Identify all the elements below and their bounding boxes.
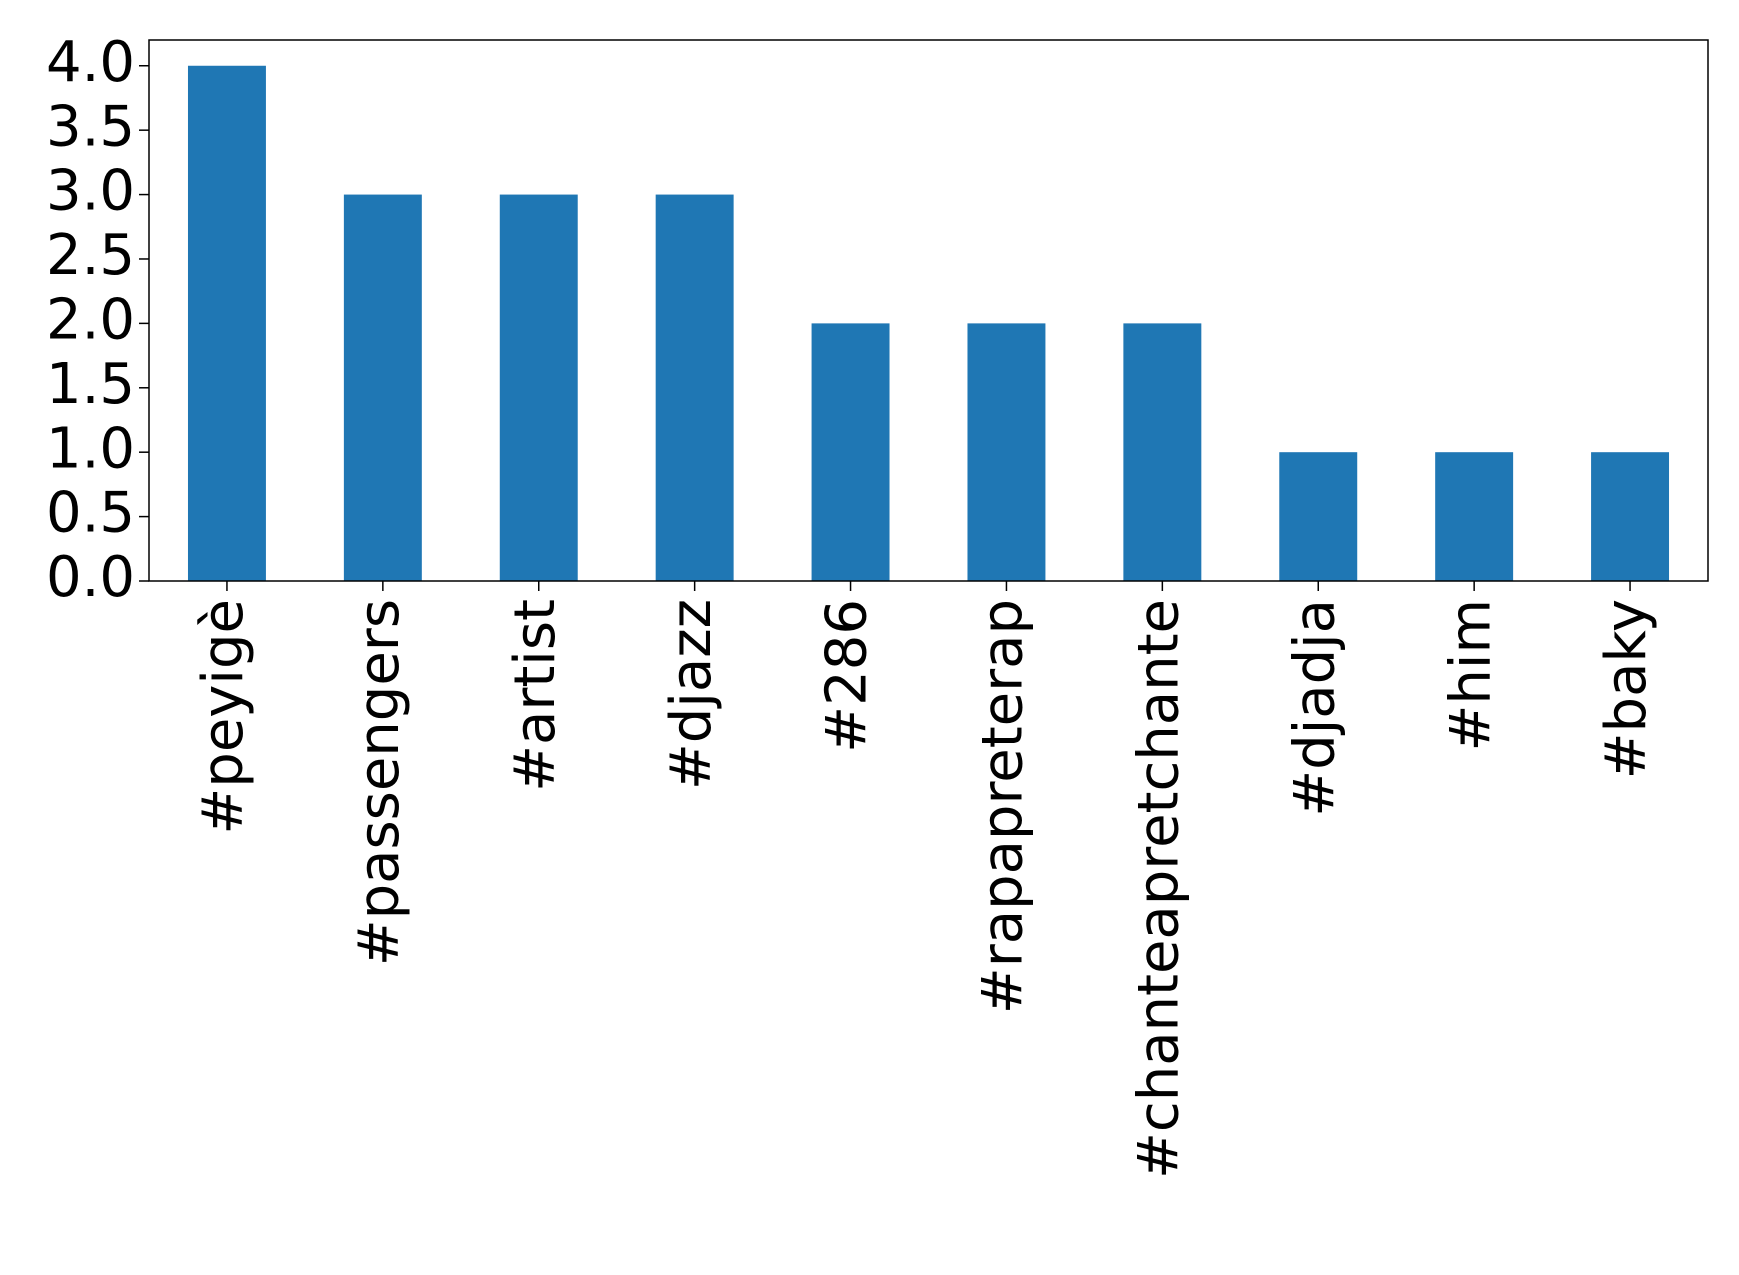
y-tick-label: 1.0: [46, 416, 135, 481]
x-tick-label: #him: [1438, 599, 1503, 752]
y-tick-label: 3.0: [46, 159, 135, 224]
x-tick-label: #chanteapretchante: [1126, 599, 1191, 1179]
y-tick-label: 4.0: [46, 30, 135, 95]
bar: [1591, 452, 1670, 581]
x-tick-label: #286: [815, 599, 880, 753]
bar: [967, 323, 1046, 581]
y-tick-label: 1.5: [46, 352, 135, 417]
y-tick-label: 2.0: [46, 288, 135, 353]
x-tick-label: #baky: [1594, 599, 1659, 779]
bar: [1123, 323, 1202, 581]
y-tick-label: 0.0: [46, 545, 135, 610]
x-tick-label: #passengers: [347, 599, 412, 966]
x-tick-label: #djadja: [1282, 599, 1347, 817]
bar: [1279, 452, 1358, 581]
bar: [811, 323, 890, 581]
x-tick-label: #djazz: [659, 599, 724, 790]
plot-frame: [148, 39, 1709, 582]
y-tick-label: 2.5: [46, 223, 135, 288]
bar: [343, 194, 422, 582]
bar: [655, 194, 734, 582]
y-tick-label: 3.5: [46, 94, 135, 159]
bar: [187, 65, 266, 581]
bar: [1435, 452, 1514, 581]
x-tick-label: #artist: [503, 599, 568, 792]
bar: [499, 194, 578, 582]
x-tick-label: #peyigè: [191, 599, 256, 835]
x-tick-label: #rapapreterap: [971, 599, 1036, 1014]
y-tick-label: 0.5: [46, 481, 135, 546]
